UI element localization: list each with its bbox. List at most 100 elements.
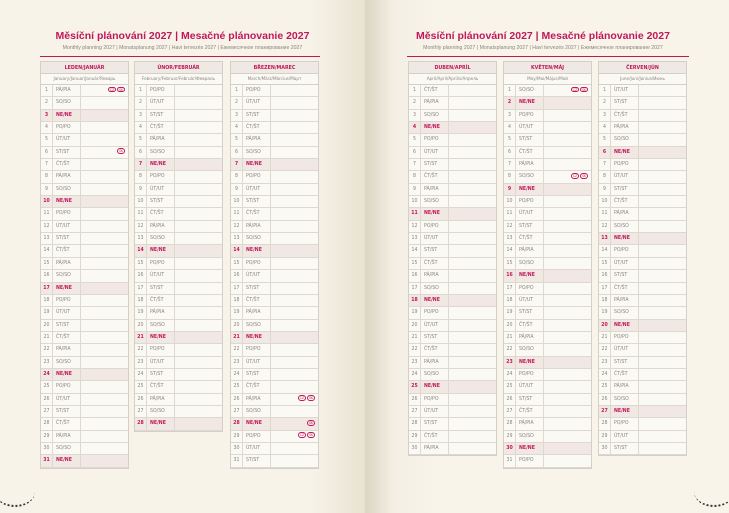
notes-cell[interactable] <box>271 406 318 417</box>
day-row[interactable]: 9 PÁ/PIA <box>409 183 496 197</box>
day-row[interactable]: 17 PO/PO <box>504 282 591 295</box>
day-row[interactable]: 12 SO/SO <box>599 220 686 234</box>
notes-cell[interactable] <box>271 147 318 158</box>
notes-cell[interactable] <box>175 320 222 331</box>
notes-cell[interactable] <box>271 320 318 331</box>
day-row[interactable]: 17 NE/NE <box>41 282 128 295</box>
notes-cell[interactable] <box>271 295 318 306</box>
notes-cell[interactable] <box>271 258 318 269</box>
day-row[interactable]: 18 ČT/ŠT <box>135 294 222 308</box>
notes-cell[interactable] <box>271 196 318 207</box>
day-row[interactable]: 5 ST/ST <box>504 134 591 147</box>
day-row[interactable]: 30 ÚT/UT <box>231 442 318 456</box>
day-row[interactable]: 27 ÚT/UT <box>409 405 496 419</box>
notes-cell[interactable] <box>81 171 128 182</box>
notes-cell[interactable] <box>639 283 686 294</box>
notes-cell[interactable] <box>639 369 686 380</box>
notes-cell[interactable] <box>175 196 222 207</box>
day-row[interactable]: 2 NE/NE <box>504 97 591 110</box>
day-row[interactable]: 22 SO/SO <box>504 344 591 357</box>
notes-cell[interactable] <box>639 418 686 429</box>
day-row[interactable]: 13 SO/SO <box>135 233 222 246</box>
notes-cell[interactable] <box>81 134 128 145</box>
notes-cell[interactable] <box>175 332 222 343</box>
notes-cell[interactable] <box>544 381 591 392</box>
notes-cell[interactable] <box>175 394 222 405</box>
day-row[interactable]: 7 ČT/ŠT <box>41 159 128 172</box>
day-row[interactable]: 23 PÁ/PIA <box>409 356 496 369</box>
notes-cell[interactable] <box>639 357 686 368</box>
day-row[interactable]: 22 PO/PO <box>135 344 222 357</box>
notes-cell[interactable] <box>271 184 318 195</box>
notes-cell[interactable] <box>271 270 318 281</box>
day-row[interactable]: 21 NE/NE <box>135 331 222 345</box>
day-row[interactable]: 9 ÚT/UT <box>231 183 318 197</box>
notes-cell[interactable] <box>271 85 318 96</box>
notes-cell[interactable] <box>81 159 128 170</box>
notes-cell[interactable] <box>449 122 496 133</box>
day-row[interactable]: 6 SO/SO <box>135 146 222 160</box>
day-row[interactable]: 12 PO/PO <box>409 220 496 234</box>
notes-cell[interactable] <box>449 406 496 417</box>
day-row[interactable]: 11 ČT/ŠT <box>135 208 222 221</box>
notes-cell[interactable] <box>544 332 591 343</box>
day-row[interactable]: 29 ÚT/UT <box>599 430 686 443</box>
day-row[interactable]: 15 PO/PO <box>135 257 222 271</box>
notes-cell[interactable] <box>639 233 686 244</box>
day-row[interactable]: 14 ČT/ŠT <box>41 245 128 258</box>
notes-cell[interactable] <box>271 332 318 343</box>
notes-cell[interactable] <box>81 357 128 368</box>
notes-cell[interactable] <box>639 245 686 256</box>
day-row[interactable]: 4 PÁ/PIA <box>599 122 686 135</box>
notes-cell[interactable] <box>639 431 686 442</box>
day-row[interactable]: 5 SO/SO <box>599 134 686 147</box>
day-row[interactable]: 20 ČT/ŠT <box>504 319 591 332</box>
notes-cell[interactable] <box>271 357 318 368</box>
notes-cell[interactable] <box>81 381 128 392</box>
day-row[interactable]: 23 NE/NE <box>504 356 591 369</box>
day-row[interactable]: 13 NE/NE <box>599 233 686 246</box>
notes-cell[interactable] <box>81 208 128 219</box>
notes-cell[interactable] <box>449 97 496 108</box>
day-row[interactable]: 7 NE/NE <box>135 159 222 172</box>
day-row[interactable]: 18 PO/PO <box>41 294 128 308</box>
day-row[interactable]: 24 ST/ST <box>231 368 318 382</box>
notes-cell[interactable] <box>175 85 222 96</box>
notes-cell[interactable] <box>81 455 128 466</box>
notes-cell[interactable] <box>175 357 222 368</box>
notes-cell[interactable] <box>449 270 496 281</box>
notes-cell[interactable] <box>81 184 128 195</box>
day-row[interactable]: 11 ČT/ŠT <box>231 208 318 221</box>
notes-cell[interactable] <box>271 171 318 182</box>
notes-cell[interactable] <box>449 295 496 306</box>
day-row[interactable]: 13 ČT/ŠT <box>504 233 591 246</box>
day-row[interactable]: 2 ÚT/UT <box>135 97 222 110</box>
notes-cell[interactable] <box>271 221 318 232</box>
day-row[interactable]: 4 ČT/ŠT <box>231 122 318 135</box>
notes-cell[interactable] <box>81 270 128 281</box>
day-row[interactable]: 28 PO/PO <box>599 418 686 431</box>
notes-cell[interactable] <box>81 196 128 207</box>
notes-cell[interactable] <box>544 258 591 269</box>
notes-cell[interactable] <box>449 394 496 405</box>
day-row[interactable]: 13 ST/ST <box>41 233 128 246</box>
notes-cell[interactable] <box>449 233 496 244</box>
day-row[interactable]: 3 SO/SO <box>409 109 496 123</box>
notes-cell[interactable] <box>639 332 686 343</box>
day-row[interactable]: 3 ST/ST <box>231 109 318 123</box>
notes-cell[interactable] <box>544 320 591 331</box>
day-row[interactable]: 20 ST/ST <box>41 319 128 332</box>
day-row[interactable]: 9 NE/NE <box>504 183 591 197</box>
notes-cell[interactable] <box>544 233 591 244</box>
notes-cell[interactable] <box>81 320 128 331</box>
day-row[interactable]: 25 PÁ/PIA <box>599 381 686 394</box>
day-row[interactable]: 16 ÚT/UT <box>231 270 318 283</box>
notes-cell[interactable] <box>639 270 686 281</box>
day-row[interactable]: 20 ÚT/UT <box>409 319 496 332</box>
notes-cell[interactable] <box>271 134 318 145</box>
day-row[interactable]: 8 SO/SO CZ SK <box>504 171 591 184</box>
day-row[interactable]: 28 ČT/ŠT <box>41 418 128 431</box>
notes-cell[interactable] <box>639 394 686 405</box>
day-row[interactable]: 2 PÁ/PIA <box>409 97 496 110</box>
notes-cell[interactable] <box>81 369 128 380</box>
